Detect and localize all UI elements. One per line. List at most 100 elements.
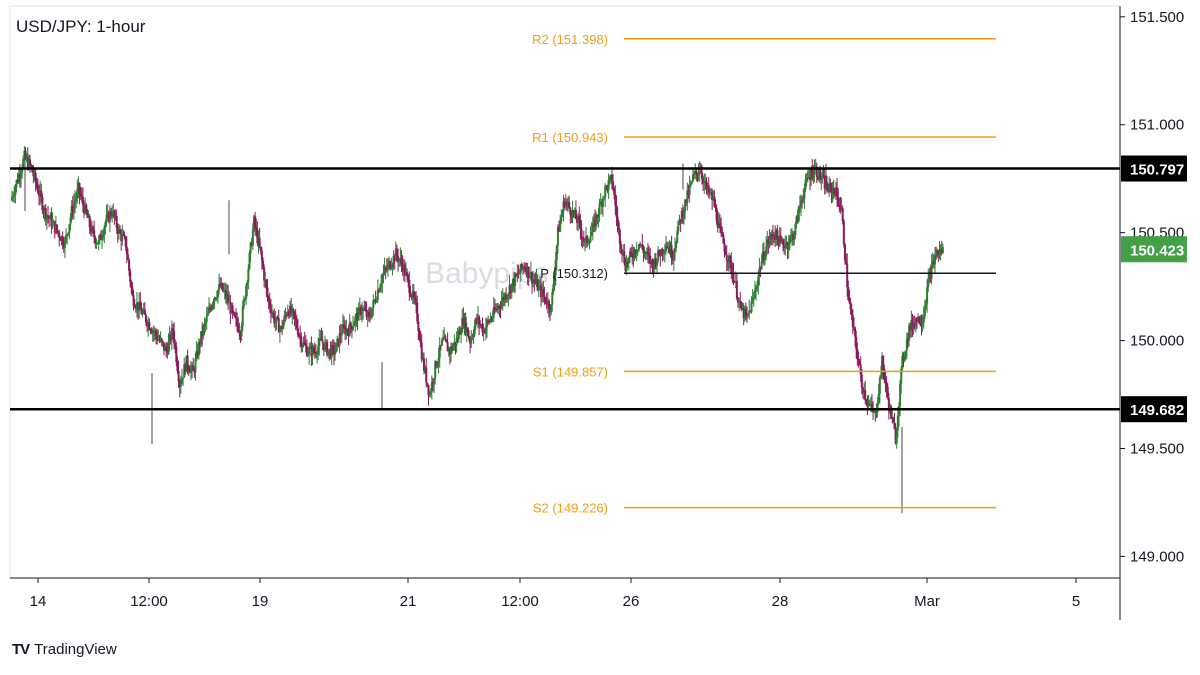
candle-body [417,321,420,332]
candle-body [237,324,240,332]
candle-body [411,291,414,298]
candle-body [896,415,899,431]
candle-body [444,336,447,340]
candle-body [472,334,475,337]
tradingview-brand[interactable]: TV TradingView [12,641,117,658]
candle-body [923,306,926,316]
candle-body [771,235,774,238]
candle-body [612,181,615,190]
candle-body [359,307,362,315]
candle-body [437,357,440,364]
candle-body [366,311,369,317]
candle-body [780,240,783,242]
candle-body [802,198,805,201]
candle-body [278,328,281,333]
candle-body [498,306,501,308]
pivot-label-r1: R1 (150.943) [532,130,608,145]
candle-body [829,183,832,186]
candle-body [153,331,156,333]
candle-body [531,272,534,284]
candle-body [251,229,254,246]
candle-body [85,204,88,213]
candle-body [320,338,323,341]
candle-body [730,261,733,273]
candle-body [139,301,142,310]
candle-body [250,242,253,246]
candle-body [43,207,46,212]
candle-body [322,342,325,350]
candle-body [248,252,251,269]
candle-body [339,333,342,336]
candle-body [899,383,902,407]
candle-body [422,358,425,371]
candle-body [662,251,665,254]
candle-body [848,299,851,303]
candle-body [606,185,609,191]
candle-body [198,342,201,344]
candle-body [858,361,861,365]
candle-body [508,285,511,294]
candle-body [470,338,473,344]
candle-body [595,214,598,227]
candle-body [711,192,714,200]
candle-body [529,272,532,278]
candle-body [902,356,905,361]
candle-body [777,237,780,246]
candle-body [636,249,639,252]
candle-body [610,174,613,182]
candle-body [467,335,470,339]
candle-body [679,219,682,223]
candle-body [551,292,554,305]
candle-body [395,248,398,257]
candle-body [836,187,839,197]
candle-body [532,279,535,284]
candle-body [670,245,673,259]
candle-body [170,328,173,341]
candle-body [524,267,527,270]
candle-body [125,246,128,255]
candle-body [424,367,427,371]
candle-body [367,311,370,316]
candle-body [586,235,589,243]
candle-body [681,210,684,218]
candle-body [457,330,460,339]
candle-body [922,315,925,323]
candle-body [273,313,276,324]
candle-body [416,302,419,322]
candle-body [123,235,126,237]
candle-body [578,216,581,221]
candle-body [26,157,29,168]
candle-body [664,246,667,252]
candle-body [574,209,577,220]
candle-body [47,215,50,218]
candle-body [650,259,653,264]
candle-body [669,245,672,254]
candle-body [159,338,162,341]
candle-body [428,394,431,396]
candle-body [44,207,47,220]
candle-body [699,171,702,174]
candle-body [227,294,230,303]
candle-body [343,324,346,327]
candle-body [168,334,171,342]
candle-body [793,235,796,241]
candle-body [102,235,105,238]
chart-title: USD/JPY: 1-hour [16,17,146,36]
candle-body [53,221,56,233]
candle-body [374,299,377,302]
candle-body [603,197,606,199]
candle-body [738,301,741,303]
candle-body [868,404,871,406]
candle-body [483,329,486,333]
candle-body [732,273,735,282]
candle-body [104,221,107,228]
candle-body [564,202,567,207]
candle-body [553,275,556,285]
candle-body [231,305,234,312]
candle-body [682,211,685,218]
candle-body [753,290,756,297]
candle-body [563,201,566,207]
candle-body [130,281,133,288]
candle-body [486,320,489,328]
candle-body [752,296,755,299]
